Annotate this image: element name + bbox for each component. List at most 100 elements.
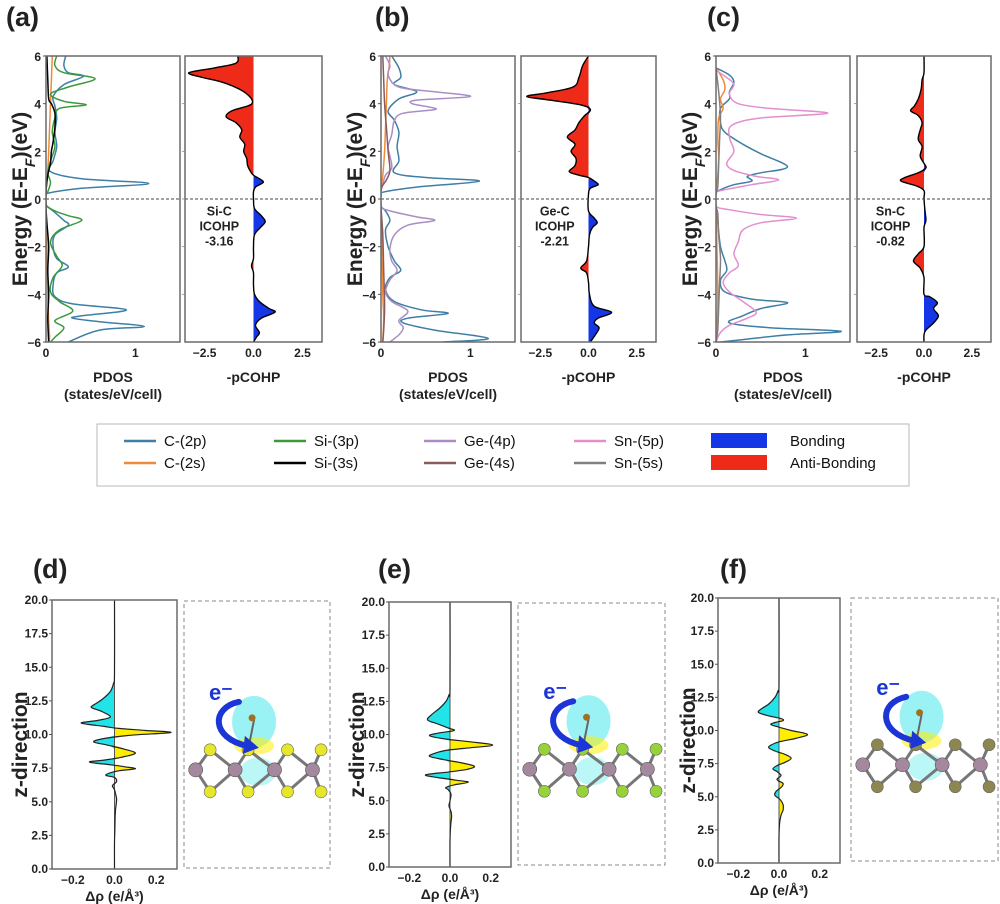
chalcogen-atom xyxy=(281,743,294,757)
x-tick-label: 0.2 xyxy=(482,871,499,885)
chalcogen-atom xyxy=(909,780,922,794)
x-axis-title: Δρ (e/Å³) xyxy=(421,886,479,902)
metal-atom xyxy=(562,761,577,777)
legend-swatch-patch xyxy=(711,433,767,448)
legend-label: Anti-Bonding xyxy=(790,455,876,472)
y-tick-label: −6 xyxy=(362,336,376,350)
chart-b: −6 −4 −2 0 2 4 6 0 1 PDOS(states/eV/cell) Energy (… xyxy=(344,50,657,402)
x-tick-label: 0.2 xyxy=(811,867,828,881)
chalcogen-atom xyxy=(203,743,217,757)
y-tick-label: 0 xyxy=(704,193,711,207)
chalcogen-atom xyxy=(314,785,328,799)
x-tick-label: −0.2 xyxy=(61,873,85,887)
pdos-series-ge-4s- xyxy=(381,56,391,342)
panel-label-c: (c) xyxy=(707,2,740,32)
cohp-curve xyxy=(526,55,613,343)
electron-label: e⁻ xyxy=(876,675,900,700)
icohp-annotation: -0.82 xyxy=(876,235,905,249)
x-tick-label: −2.5 xyxy=(864,346,888,360)
legend-swatch-patch xyxy=(711,455,767,470)
chalcogen-atom xyxy=(314,743,328,757)
chalcogen-atom xyxy=(948,780,962,794)
y-axis-title: Energy (E-EF)(eV) xyxy=(679,112,708,286)
cohp-axis-title: -pCOHP xyxy=(562,369,616,385)
legend: C-(2p) C-(2s) Si-(3p) Si-(3s) Ge-(4p) Ge-(4s)… xyxy=(96,423,910,487)
icohp-annotation: -2.21 xyxy=(541,235,570,249)
charge-accumulation-fill xyxy=(113,600,172,869)
chalcogen-atom xyxy=(649,784,663,798)
metal-atom xyxy=(895,757,910,773)
y-tick-label: 2 xyxy=(369,145,376,159)
pdos-series-sn-5p- xyxy=(716,69,829,342)
y-tick-label: 12.5 xyxy=(691,690,715,704)
y-tick-label: 17.5 xyxy=(362,628,386,642)
y-tick-label: 0 xyxy=(369,193,376,207)
chart-d: 0.0 2.5 5.0 7.5 10.0 12.5 15.0 17.5 20.0 −0.2 0.0 0… xyxy=(9,593,331,904)
y-tick-label: −2 xyxy=(27,241,41,255)
metal-atom xyxy=(267,762,282,778)
y-tick-label: 7.5 xyxy=(368,761,385,775)
metal-atom xyxy=(227,762,243,778)
x-tick-label: 0.0 xyxy=(771,867,788,881)
chalcogen-atom xyxy=(615,742,629,756)
pdos-axis-subtitle: (states/eV/cell) xyxy=(64,386,162,402)
charge-depletion-fill xyxy=(81,600,116,869)
y-tick-label: 20.0 xyxy=(362,595,386,609)
y-tick-label: 10.0 xyxy=(25,728,49,742)
charge-difference-curve xyxy=(80,599,172,870)
pdos-axis-title: PDOS xyxy=(763,369,803,385)
x-tick-label: 2.5 xyxy=(964,346,981,360)
y-tick-label: 12.5 xyxy=(25,694,49,708)
pdos-series-si-3s- xyxy=(46,56,56,342)
pdos-series-c-2s- xyxy=(381,56,391,342)
x-tick-label: 1 xyxy=(802,346,809,360)
y-tick-label: −4 xyxy=(27,288,41,302)
legend-label: C-(2p) xyxy=(164,433,207,450)
x-tick-label: 0.0 xyxy=(245,346,262,360)
legend-label: C-(2s) xyxy=(164,455,206,472)
chalcogen-atom xyxy=(203,785,217,799)
chart-c: −6 −4 −2 0 2 4 6 0 1 PDOS(states/eV/cell) Energy (… xyxy=(679,50,992,402)
metal-atom xyxy=(855,757,871,773)
y-tick-label: 2 xyxy=(704,145,711,159)
adsorbate-atom xyxy=(916,709,924,717)
metal-atom xyxy=(640,761,655,777)
atomic-structure-illustration: e⁻ xyxy=(855,675,996,794)
charge-accumulation-fill xyxy=(448,602,493,867)
y-tick-label: 15.0 xyxy=(691,657,715,671)
x-tick-label: 2.5 xyxy=(294,346,311,360)
y-tick-label: 10.0 xyxy=(362,728,386,742)
structure-frame xyxy=(517,602,666,866)
pdos-series-c-2p- xyxy=(381,56,489,342)
x-tick-label: −2.5 xyxy=(528,346,552,360)
y-tick-label: 15.0 xyxy=(362,661,386,675)
y-tick-label: 2.5 xyxy=(31,828,48,842)
arrow-head-icon xyxy=(910,730,927,749)
chart-e: 0.0 2.5 5.0 7.5 10.0 12.5 15.0 17.5 20.0 −0.2 0.0 0… xyxy=(346,595,666,902)
metal-atom xyxy=(934,757,950,773)
pdos-series-c-2s- xyxy=(46,56,54,342)
y-tick-label: 4 xyxy=(704,98,711,112)
electron-transfer-arrow xyxy=(215,698,250,749)
y-tick-label: 2.5 xyxy=(697,823,714,837)
metal-atom xyxy=(601,761,617,777)
charge-difference-curve xyxy=(757,597,809,864)
x-tick-label: 2.5 xyxy=(628,346,645,360)
atomic-structure-illustration: e⁻ xyxy=(188,680,328,799)
panel-label-a: (a) xyxy=(6,2,39,32)
y-tick-label: −6 xyxy=(27,336,41,350)
cohp-antibonding-fill xyxy=(526,56,590,342)
x-tick-label: 0 xyxy=(43,346,50,360)
y-tick-label: 4 xyxy=(34,98,41,112)
adsorbate-atom xyxy=(248,714,256,722)
y-tick-label: 15.0 xyxy=(25,660,49,674)
structure-frame xyxy=(183,600,331,869)
pdos-series-group xyxy=(716,67,842,342)
y-tick-label: 7.5 xyxy=(697,757,714,771)
y-tick-label: 10.0 xyxy=(691,724,715,738)
pdos-axis-title: PDOS xyxy=(93,369,133,385)
chalcogen-atom xyxy=(538,784,551,798)
electron-transfer-arrow xyxy=(883,693,918,744)
arrow-head-icon xyxy=(577,735,594,754)
y-axis-title: z-direction xyxy=(9,691,32,797)
